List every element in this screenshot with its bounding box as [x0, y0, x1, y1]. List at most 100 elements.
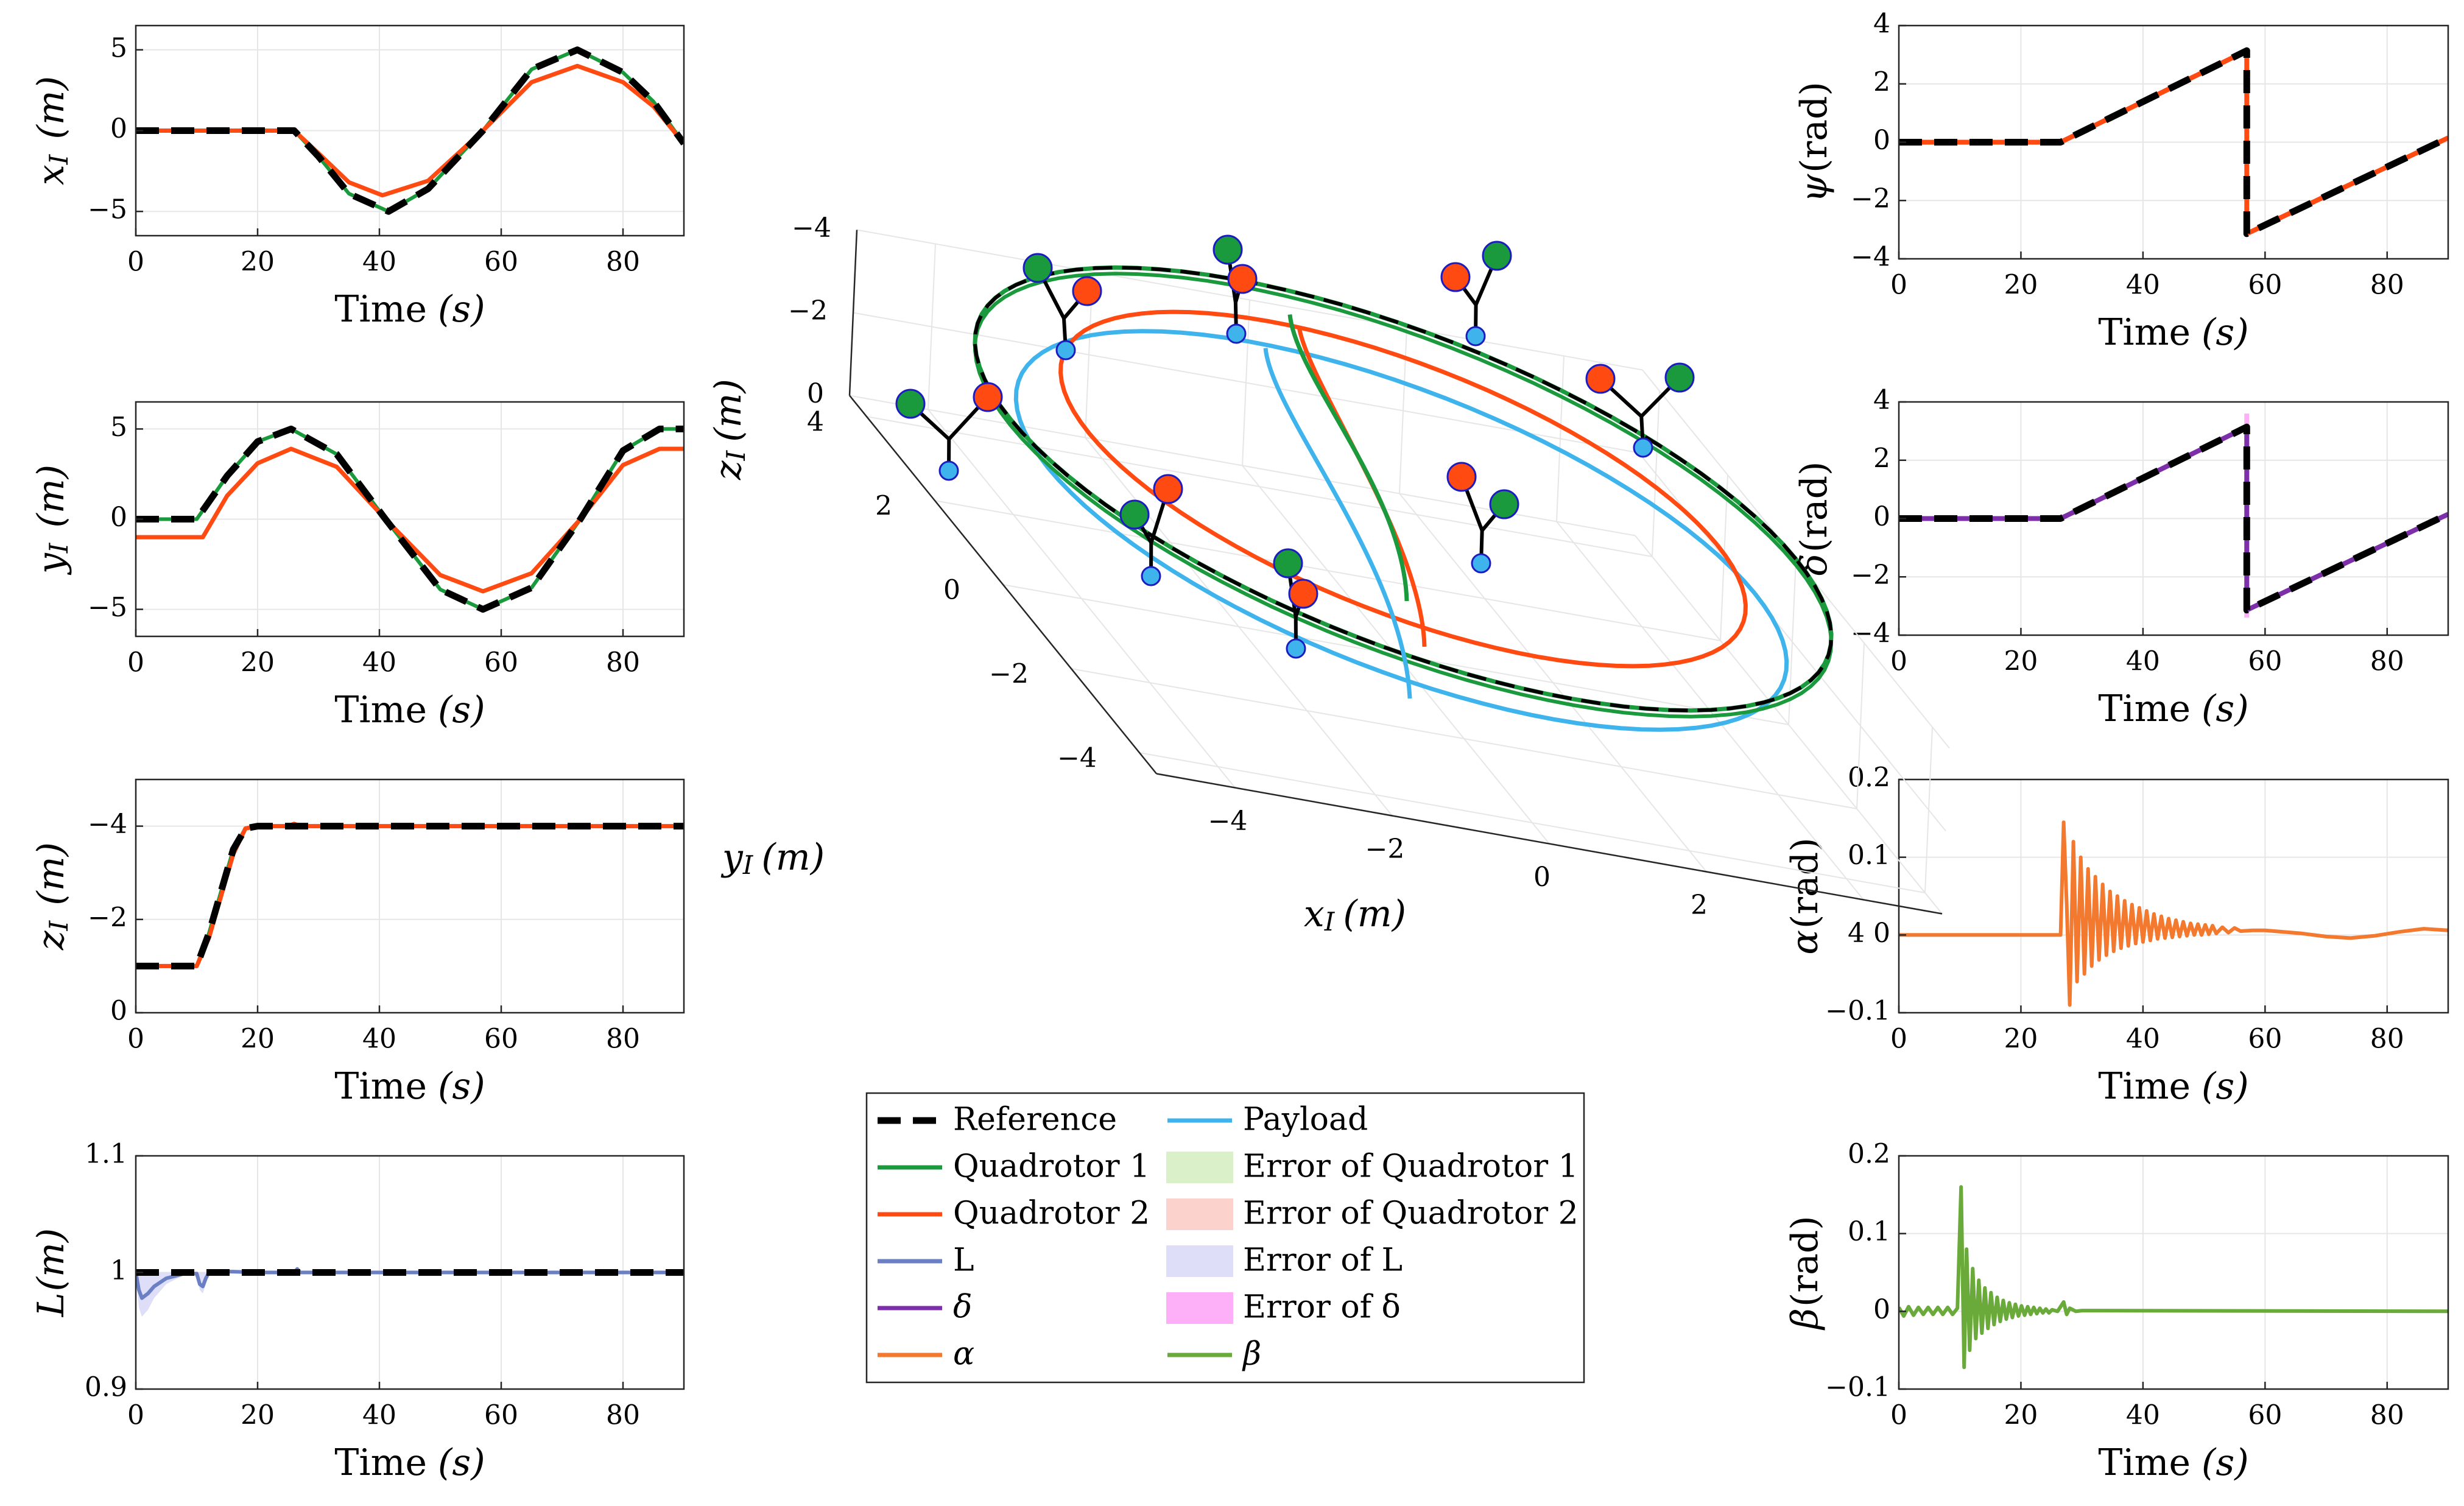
y-tick-label: 1 [110, 1255, 127, 1286]
y-axis-label: xI (m) [30, 76, 74, 185]
axes-frame [1898, 778, 2449, 1014]
quadrotor1-marker [1664, 362, 1695, 393]
y-axis-label-unit: (m) [30, 1228, 72, 1292]
y-axis-label: yI (m) [30, 465, 74, 575]
y-tick-label: 5 [110, 412, 127, 443]
x-tick-label: 0 [1890, 1024, 1907, 1055]
quadrotor1-trajectory-offset [973, 272, 1834, 719]
plot-area [136, 779, 684, 1013]
y-tick-label: 0 [1873, 125, 1890, 156]
y-axis-label-name: L [30, 1292, 72, 1317]
x-axis-line [1156, 773, 1943, 915]
x-tick-label: 40 [2126, 270, 2160, 301]
z-tick-label: 0 [807, 378, 824, 409]
x-axis-label-unit: (s) [438, 689, 485, 731]
x-axis-label-unit: (s) [438, 1065, 485, 1108]
legend-frame [865, 1092, 1585, 1384]
payload-trajectory [1013, 329, 1789, 732]
x-tick-label: 0 [1533, 862, 1551, 893]
y-tick-label: 0 [110, 502, 127, 533]
x-tick-label: 80 [606, 247, 640, 278]
x-tick-label: 40 [2126, 1400, 2160, 1431]
x-axis-label-unit: (m) [1343, 893, 1406, 935]
series-line-reference [1899, 423, 2448, 614]
legend-item-label: L [953, 1242, 974, 1279]
quadrotor1-marker [1273, 548, 1303, 579]
floor-grid-y [1071, 668, 1857, 809]
y-tick-label: −0.1 [1825, 996, 1890, 1027]
x-tick-label: 0 [127, 247, 144, 278]
series-line-beta [1899, 1185, 2448, 1370]
y-tick-label: 0.9 [85, 1372, 127, 1403]
quadrotor1-takeoff-path [1287, 314, 1409, 602]
y-axis-label-unit: (m) [30, 465, 72, 528]
plot-content [1899, 47, 2448, 238]
z-axis-label-unit: (m) [707, 379, 750, 442]
legend-item: Payload [1167, 1102, 1368, 1138]
payload-marker [1465, 326, 1486, 347]
y-axis-label-name: ψ [1793, 174, 1836, 203]
x-tick-label: 20 [2004, 1400, 2038, 1431]
chart-L: 0 20 40 60 80 0.9 1 1.1 Time (s) L(m) [30, 1139, 685, 1484]
y-axis-label: α(rad) [1784, 837, 1826, 954]
quadrotor2-marker [1440, 262, 1471, 292]
x-tick-label: 60 [484, 1400, 518, 1431]
x-tick-label: 40 [362, 1400, 396, 1431]
y-tick-label: 4 [1873, 385, 1890, 416]
x-axis-label-name: Time [2098, 311, 2191, 354]
x-tick-label: 20 [241, 1400, 275, 1431]
y-tick-label: 4 [1873, 9, 1890, 40]
x-tick-label: 60 [484, 247, 518, 278]
y-tick-label: 0.2 [1848, 1139, 1890, 1170]
x-axis-label-name: Time [2098, 688, 2191, 730]
x-tick-label: 40 [362, 647, 396, 678]
y-axis-label-unit: (rad) [1784, 1216, 1826, 1307]
y-axis-label-spacer [30, 143, 72, 155]
plot-content [1899, 820, 2448, 1007]
legend-swatch-patch [1166, 1198, 1233, 1230]
x-axis-label-unit: (s) [438, 288, 485, 331]
y-tick-label: 0 [1873, 918, 1890, 949]
y-tick-label: −4 [88, 809, 127, 840]
y-axis-label: ψ(rad) [1793, 82, 1836, 203]
axes-frame [135, 778, 685, 1014]
x-axis-label-name: Time [334, 288, 427, 331]
legend-item: δ [878, 1289, 972, 1326]
x-axis-label-name: Time [334, 689, 427, 731]
x-tick-label: 0 [1890, 270, 1907, 301]
y-tick-label: 2 [1873, 66, 1890, 97]
x-axis-label-unit: (s) [438, 1441, 485, 1484]
floor-grid-y [1002, 584, 1789, 725]
legend-item: Reference [878, 1102, 1117, 1138]
x-tick-label: 60 [484, 1024, 518, 1055]
reference-trajectory [973, 266, 1834, 713]
y-tick-label: 0 [943, 575, 960, 606]
z-axis-line [848, 230, 858, 396]
y-axis-label-subscript: I [742, 850, 754, 880]
x-tick-label: −4 [1208, 806, 1248, 837]
series-line-reference [136, 46, 684, 215]
plot-content [136, 425, 684, 613]
plot-content [1899, 1185, 2448, 1370]
legend-item: Error of L [1166, 1242, 1403, 1279]
y-tick-label: −2 [1851, 183, 1890, 214]
x-tick-label: 80 [606, 1400, 640, 1431]
legend-item: Error of Quadrotor 2 [1166, 1195, 1579, 1232]
y-axis-label-name: x [30, 164, 72, 185]
y-axis-label-unit: (m) [761, 836, 825, 879]
y-axis-label-name: β [1784, 1308, 1826, 1331]
y-tick-label: −4 [1851, 618, 1890, 649]
y-tick-label: 0 [1873, 1294, 1890, 1325]
payload-marker [1471, 553, 1491, 574]
x-axis-label-name: Time [2098, 1065, 2191, 1108]
quadrotor2-marker [1585, 364, 1616, 394]
y-axis-label-unit: (rad) [1784, 837, 1826, 929]
y-tick-label: 0.1 [1848, 840, 1890, 871]
y-axis-line [849, 395, 1157, 775]
y-axis-label-unit: (rad) [1793, 462, 1836, 553]
plot-content [136, 1267, 684, 1317]
floor-grid-y [866, 416, 1653, 557]
y-axis-label-spacer [30, 532, 72, 543]
